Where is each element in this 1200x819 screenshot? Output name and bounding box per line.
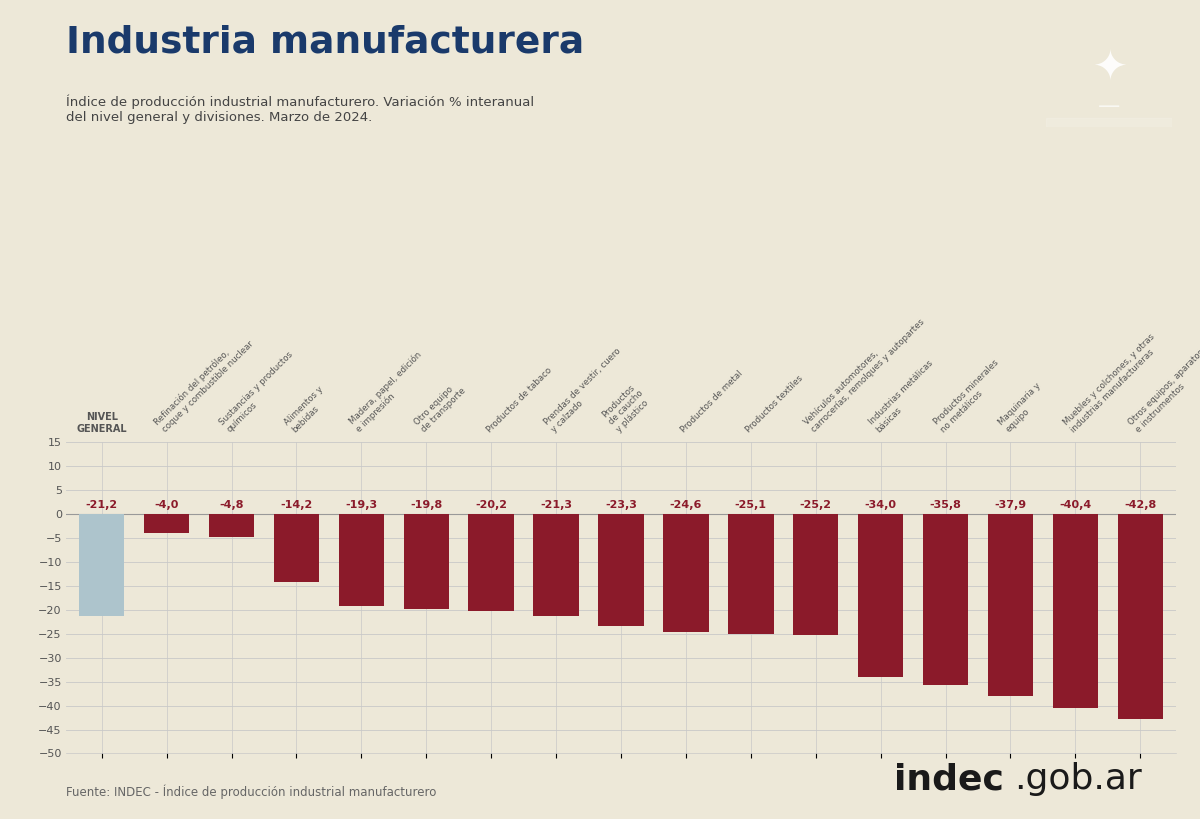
Text: -21,3: -21,3 [540, 500, 572, 510]
Text: -24,6: -24,6 [670, 500, 702, 510]
Text: Prendas de vestir, cuero
y calzado: Prendas de vestir, cuero y calzado [542, 346, 630, 434]
Bar [1117, 514, 1163, 719]
Text: Productos textiles: Productos textiles [744, 373, 805, 434]
Bar [533, 514, 578, 616]
Text: -23,3: -23,3 [605, 500, 637, 510]
Text: -21,2: -21,2 [85, 500, 118, 510]
Bar [79, 514, 125, 616]
Bar [274, 514, 319, 582]
Text: -4,8: -4,8 [220, 500, 244, 510]
Bar [599, 514, 643, 626]
Bar [1046, 119, 1172, 127]
Text: Vehículos automotores,
carrocerías, remolques y autopartes: Vehículos automotores, carrocerías, remo… [802, 310, 926, 434]
Bar [988, 514, 1033, 695]
Text: —: — [1098, 96, 1121, 115]
Text: -40,4: -40,4 [1060, 500, 1092, 510]
Bar [209, 514, 254, 537]
Text: indec: indec [894, 762, 1004, 796]
Bar [793, 514, 839, 635]
Text: -35,8: -35,8 [930, 500, 961, 510]
Text: -42,8: -42,8 [1124, 500, 1157, 510]
Bar [664, 514, 709, 632]
Text: -25,1: -25,1 [734, 500, 767, 510]
Bar [923, 514, 968, 686]
Text: -19,8: -19,8 [410, 500, 443, 510]
Text: Productos de metal: Productos de metal [679, 369, 745, 434]
Text: ✦: ✦ [1092, 48, 1127, 89]
Text: -19,3: -19,3 [346, 500, 378, 510]
Text: -25,2: -25,2 [799, 500, 832, 510]
Text: Madera, papel, edición
e impresión: Madera, papel, edición e impresión [347, 350, 431, 434]
Bar [338, 514, 384, 607]
Text: -14,2: -14,2 [281, 500, 312, 510]
Text: Industrias metálicas
básicas: Industrias metálicas básicas [866, 359, 942, 434]
Text: Alimentos y
bebidas: Alimentos y bebidas [283, 384, 332, 434]
Text: Productos minerales
no metálicos: Productos minerales no metálicos [932, 358, 1008, 434]
Text: Maquinaria y
equipo: Maquinaria y equipo [997, 381, 1050, 434]
Text: -37,9: -37,9 [995, 500, 1026, 510]
Text: Productos de tabaco: Productos de tabaco [485, 365, 553, 434]
Text: Productos
de caucho
y plástico: Productos de caucho y plástico [600, 382, 653, 434]
Text: Industria manufacturera: Industria manufacturera [66, 25, 584, 61]
Text: Otro equipo
de transporte: Otro equipo de transporte [413, 379, 468, 434]
Text: -4,0: -4,0 [155, 500, 179, 510]
Text: -34,0: -34,0 [865, 500, 896, 510]
Bar [728, 514, 774, 634]
Text: Fuente: INDEC - Índice de producción industrial manufacturero: Fuente: INDEC - Índice de producción ind… [66, 784, 437, 799]
Text: Sustancias y productos
químicos: Sustancias y productos químicos [218, 350, 302, 434]
Bar [468, 514, 514, 611]
Text: Índice de producción industrial manufacturero. Variación % interanual
del nivel : Índice de producción industrial manufact… [66, 94, 534, 124]
Text: Otros equipos, aparatos
e instrumentos: Otros equipos, aparatos e instrumentos [1127, 347, 1200, 434]
Bar [403, 514, 449, 609]
Text: NIVEL
GENERAL: NIVEL GENERAL [77, 413, 127, 434]
Text: Refinación del petróleo,
coque y combustible nuclear: Refinación del petróleo, coque y combust… [152, 332, 254, 434]
Bar [858, 514, 904, 676]
Bar [1052, 514, 1098, 708]
Bar [144, 514, 190, 533]
Text: Muebles y colchones, y otras
industrias manufactureras: Muebles y colchones, y otras industrias … [1062, 332, 1164, 434]
Text: -20,2: -20,2 [475, 500, 508, 510]
Text: .gob.ar: .gob.ar [1014, 762, 1141, 796]
